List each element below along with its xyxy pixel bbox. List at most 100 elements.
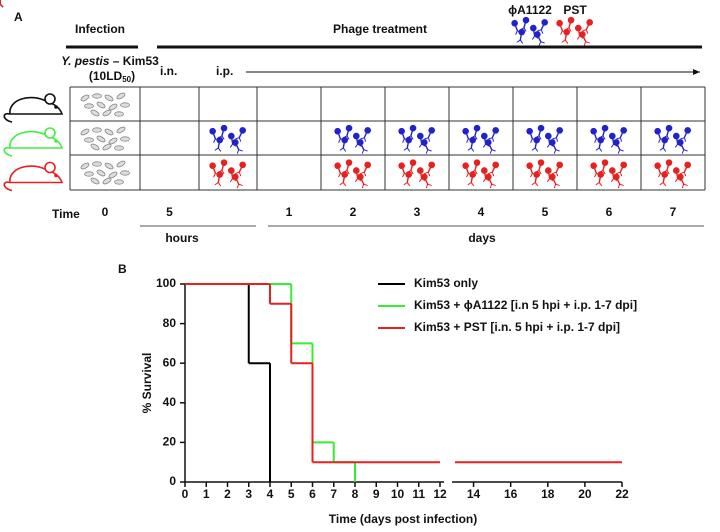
phage-legs (552, 136, 559, 142)
phage-legs (617, 148, 624, 154)
phage-icon (360, 161, 371, 177)
phage-icon (424, 127, 435, 142)
phage-tail (401, 167, 406, 174)
route: i.n. (160, 64, 177, 78)
phage-icon (343, 124, 353, 140)
phage-head (485, 173, 492, 181)
phage-tail (529, 132, 534, 139)
bacterium (90, 143, 100, 151)
phage-tail (410, 164, 414, 171)
phage-tail (337, 132, 342, 139)
phage-legs (403, 147, 411, 152)
phage-icon (488, 127, 499, 142)
mouse-icon (3, 127, 64, 157)
bacterium (116, 160, 126, 168)
phage-head (428, 127, 435, 134)
time-point: 4 (478, 205, 485, 219)
phage-icon (421, 139, 432, 154)
phage-head (684, 161, 691, 169)
y-tick-label: 60 (163, 355, 177, 369)
phage-icon (677, 173, 688, 189)
phage-icon (339, 171, 348, 187)
phage-icon (232, 173, 243, 189)
phage-head (613, 139, 620, 146)
bacterium (108, 137, 118, 145)
phage-tail (529, 167, 534, 174)
phage-legs (425, 148, 432, 154)
phage-tail (534, 176, 538, 183)
phage-icon (561, 28, 570, 44)
phage-tail (346, 129, 350, 137)
dose: (10LD50) (89, 69, 135, 84)
phage-head (590, 162, 597, 170)
phage-icon (214, 171, 223, 187)
phage-tail (564, 33, 568, 41)
phage-head (357, 139, 364, 146)
phage-icon (613, 139, 624, 154)
phage-tail (491, 166, 496, 173)
phage-legs (595, 147, 603, 152)
phage-legs (361, 183, 368, 189)
time-point: 5 (542, 205, 549, 219)
phage-head (526, 162, 533, 170)
phage-icon (235, 161, 246, 177)
phage-legs (553, 148, 560, 154)
phage-legs (467, 147, 475, 152)
phage-legs (488, 171, 495, 177)
time-point: 0 (102, 205, 109, 219)
phage-icon (549, 173, 560, 189)
phage-icon (334, 162, 345, 178)
bacterium (102, 109, 112, 117)
phage-icon (421, 173, 432, 189)
phage-legs (425, 183, 432, 189)
phage-head (239, 127, 246, 134)
phage-icon (0, 0, 4, 8)
bacterium (90, 109, 100, 117)
phage-tail (680, 143, 685, 150)
bacterium (84, 137, 94, 143)
phage-legs (360, 136, 367, 142)
bacterium (80, 94, 90, 102)
phage-name: ϕA1122 (508, 3, 552, 17)
bacterium (80, 162, 90, 170)
phage-legs (403, 181, 411, 187)
x-tick-label: 9 (373, 487, 380, 501)
phage-icon (531, 171, 540, 187)
phage-head (232, 173, 239, 181)
phage-tail (363, 166, 368, 173)
phage-tail (552, 143, 557, 150)
phage-icon (467, 171, 476, 187)
phage-tail (488, 143, 493, 150)
phage-icon (424, 161, 435, 177)
phage-head (364, 161, 371, 169)
phage-head (549, 173, 556, 181)
y-tick-label: 80 (163, 316, 177, 330)
phage-legs (488, 136, 495, 142)
phage-head (239, 161, 246, 169)
phage-icon (403, 171, 412, 187)
dose-sub: 50 (122, 75, 131, 84)
dose-text: ) (131, 69, 135, 83)
phage-tail (470, 141, 474, 149)
phage-tail (363, 131, 368, 138)
phage-head (556, 127, 563, 134)
phage-tail (680, 178, 685, 185)
phage-tail (568, 21, 572, 29)
time-point: 1 (286, 205, 293, 219)
unit-label: hours (165, 231, 199, 245)
phage-icon (582, 19, 593, 34)
time-label: Time (52, 207, 80, 221)
phage-head (590, 127, 597, 135)
phage-tail (537, 35, 542, 42)
x-tick-label: 18 (541, 487, 555, 501)
phage-icon (595, 171, 604, 187)
phage-icon (579, 31, 590, 46)
phage-icon (565, 16, 575, 32)
y-tick-label: 40 (163, 395, 177, 409)
phage-icon (339, 136, 348, 152)
phage-icon (599, 124, 609, 140)
phage-legs (552, 171, 559, 177)
phage-icon (398, 127, 409, 143)
x-tick-label: 6 (309, 487, 316, 501)
